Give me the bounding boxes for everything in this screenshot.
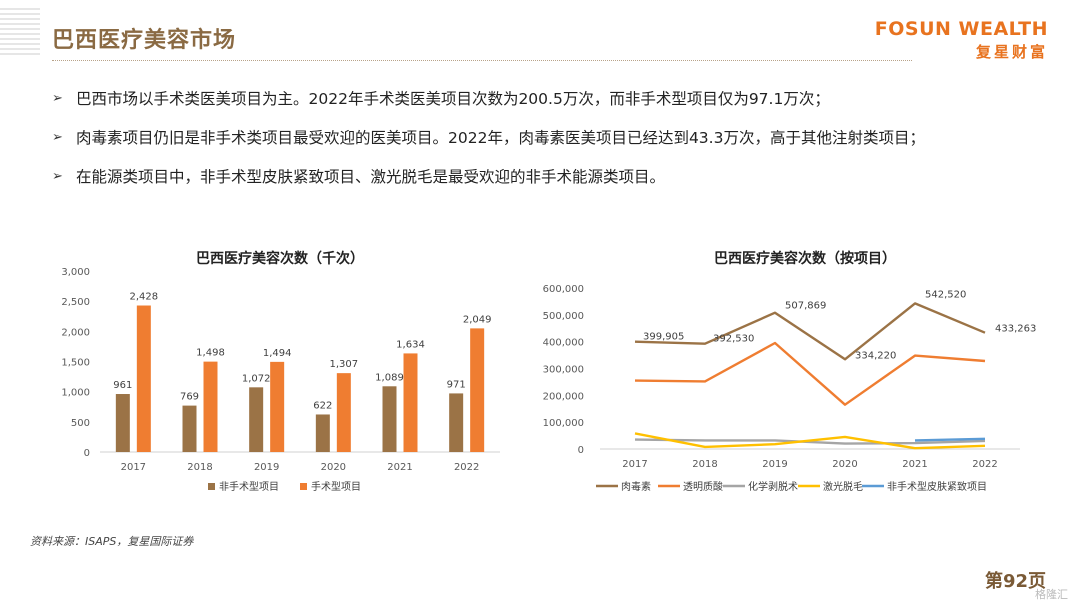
legend-swatch: [300, 483, 307, 490]
bar-1: [136, 305, 151, 452]
bullet-text: 在能源类项目中，非手术型皮肤紧致项目、激光脱毛是最受欢迎的非手术能源类项目。: [76, 168, 666, 186]
data-label: 769: [180, 392, 199, 403]
data-label: 1,494: [263, 348, 292, 359]
legend-label: 非手术型项目: [219, 480, 279, 493]
data-label: 1,307: [330, 359, 359, 370]
y-tick-label: 500: [71, 418, 90, 429]
y-tick-label: 100,000: [543, 418, 584, 429]
y-tick-label: 1,500: [61, 358, 90, 369]
bar-0: [315, 414, 330, 452]
x-tick-label: 2022: [454, 462, 479, 473]
series-line-0: [634, 302, 986, 361]
y-tick-label: 300,000: [543, 365, 584, 376]
source-note: 资料来源：ISAPS，复星国际证券: [30, 535, 194, 548]
bar-1: [403, 353, 418, 452]
series-line-3: [634, 432, 986, 450]
x-tick-label: 2020: [321, 462, 346, 473]
bullet-item: ➢ 在能源类项目中，非手术型皮肤紧致项目、激光脱毛是最受欢迎的非手术能源类项目。: [52, 166, 1062, 188]
data-label: 2,428: [130, 292, 159, 303]
bar-0: [382, 386, 397, 452]
y-tick-label: 0: [578, 445, 584, 456]
data-label: 399,905: [643, 332, 684, 343]
x-tick-label: 2018: [187, 462, 212, 473]
legend-label: 透明质酸: [683, 480, 723, 493]
bullet-text: 肉毒素项目仍旧是非手术类项目最受欢迎的医美项目。2022年，肉毒素医美项目已经达…: [76, 129, 925, 147]
y-tick-label: 2,000: [61, 327, 90, 338]
x-tick-label: 2020: [832, 459, 857, 470]
x-tick-label: 2022: [972, 459, 997, 470]
bar-chart: 巴西医疗美容次数（千次） 0 500 1,000 1,500 2,000 2,500 3,0…: [40, 240, 520, 510]
logo-english: FOSUN WEALTH: [874, 18, 1048, 40]
bar-1: [270, 361, 285, 452]
x-tick-label: 2019: [762, 459, 787, 470]
legend-label: 肉毒素: [621, 480, 651, 493]
line-chart-svg: 0 100,000 200,000 300,000 400,000 500,000 600,…: [543, 284, 1037, 493]
legend-label: 激光脱毛: [823, 480, 863, 493]
bullet-list: ➢ 巴西市场以手术类医美项目为主。2022年手术类医美项目次数为200.5万次，…: [52, 88, 1062, 205]
data-label: 2,049: [463, 314, 492, 325]
watermark: 格隆汇: [1035, 588, 1068, 601]
y-tick-label: 200,000: [543, 391, 584, 402]
line-chart-title: 巴西医疗美容次数（按项目）: [714, 251, 896, 267]
line-chart: 巴西医疗美容次数（按项目） 0 100,000 200,000 300,000 400,…: [540, 240, 1070, 510]
y-tick-label: 500,000: [543, 311, 584, 322]
page-title: 巴西医疗美容市场: [52, 28, 237, 53]
bar-0: [115, 394, 130, 452]
brand-logo: FOSUN WEALTH 复星财富: [875, 18, 1048, 62]
bar-chart-title: 巴西医疗美容次数（千次）: [196, 251, 364, 267]
y-tick-label: 600,000: [543, 284, 584, 295]
data-label: 961: [113, 380, 132, 391]
bar-0: [249, 387, 264, 452]
bullet-item: ➢ 巴西市场以手术类医美项目为主。2022年手术类医美项目次数为200.5万次，…: [52, 88, 1062, 110]
data-label: 392,530: [713, 334, 754, 345]
data-label: 433,263: [995, 324, 1036, 335]
data-label: 542,520: [925, 289, 966, 300]
header: 巴西医疗美容市场 FOSUN WEALTH 复星财富: [0, 0, 1080, 66]
data-label: 1,089: [375, 372, 404, 383]
decorative-stripes: [0, 8, 40, 58]
bar-1: [203, 361, 218, 452]
x-tick-label: 2017: [622, 459, 647, 470]
y-tick-label: 0: [84, 448, 90, 459]
data-label: 507,869: [785, 301, 826, 312]
bar-0: [182, 405, 197, 452]
arrow-icon: ➢: [52, 130, 63, 145]
series-line-4: [914, 437, 986, 442]
data-label: 1,634: [396, 339, 425, 350]
legend-label: 非手术型皮肤紧致项目: [887, 480, 987, 493]
title-divider: [52, 60, 912, 61]
bullet-text: 巴西市场以手术类医美项目为主。2022年手术类医美项目次数为200.5万次，而非…: [76, 90, 830, 108]
y-tick-label: 400,000: [543, 338, 584, 349]
y-tick-label: 1,000: [61, 388, 90, 399]
y-tick-label: 2,500: [61, 297, 90, 308]
data-label: 622: [313, 400, 332, 411]
series-line-1: [634, 341, 986, 406]
data-label: 971: [447, 379, 466, 390]
bar-1: [470, 328, 485, 452]
legend-swatch: [208, 483, 215, 490]
legend-label: 手术型项目: [311, 480, 361, 493]
bar-0: [449, 393, 464, 452]
bullet-item: ➢ 肉毒素项目仍旧是非手术类项目最受欢迎的医美项目。2022年，肉毒素医美项目已…: [52, 127, 1062, 149]
arrow-icon: ➢: [52, 169, 63, 184]
x-tick-label: 2017: [121, 462, 146, 473]
x-tick-label: 2019: [254, 462, 279, 473]
bar-chart-svg: 0 500 1,000 1,500 2,000 2,500 3,000 2017 961 2,42…: [61, 267, 500, 493]
legend-label: 化学剥脱术: [748, 480, 798, 493]
series-line-2: [634, 438, 986, 445]
arrow-icon: ➢: [52, 91, 63, 106]
data-label: 1,072: [242, 373, 271, 384]
data-label: 1,498: [196, 348, 225, 359]
bar-1: [336, 373, 351, 452]
x-tick-label: 2021: [387, 462, 412, 473]
logo-chinese: 复星财富: [975, 43, 1048, 61]
y-tick-label: 3,000: [61, 267, 90, 278]
page-number: 第92页: [985, 571, 1047, 592]
x-tick-label: 2018: [692, 459, 717, 470]
data-label: 334,220: [855, 350, 896, 361]
x-tick-label: 2021: [902, 459, 927, 470]
